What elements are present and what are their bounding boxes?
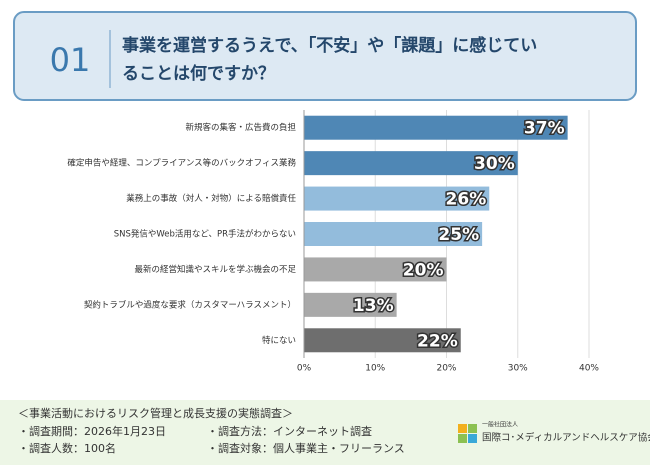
category-label: 新規客の集客・広告費の負担 xyxy=(185,122,296,133)
category-label: 最新の経営知識やスキルを学ぶ機会の不足 xyxy=(134,264,296,275)
logo-icon xyxy=(458,424,477,443)
question-title: ることは何ですか？ xyxy=(122,63,275,84)
value-label: 13% xyxy=(353,296,394,316)
x-tick-label: 30% xyxy=(508,364,528,374)
org-type: 一般社団法人 xyxy=(482,421,518,429)
bar xyxy=(304,222,483,246)
x-tick-label: 40% xyxy=(579,364,599,374)
bar xyxy=(304,257,447,282)
question-title: 事業を運営するうえで、「不安」や「課題」に感じてい xyxy=(122,35,537,56)
bar xyxy=(304,115,568,140)
header-box xyxy=(13,11,637,101)
survey-period: ・調査期間：2026年1月23日 xyxy=(18,424,166,438)
footer-bg xyxy=(0,400,650,465)
bar xyxy=(304,292,397,317)
value-label: 25% xyxy=(438,225,479,245)
survey-target: ・調査対象：個人事業主・フリーランス xyxy=(207,441,405,455)
category-label: 特にない xyxy=(262,335,296,346)
category-label: 業務上の事故（対人・対物）による賠償責任 xyxy=(126,193,296,204)
category-label: 確定申告や経理、コンプライアンス等のバックオフィス業務 xyxy=(67,158,296,169)
bar xyxy=(304,328,461,353)
survey-title: ＜事業活動におけるリスク管理と成長支援の実態調査＞ xyxy=(18,406,293,420)
org-name: 国際コ･メディカルアンドヘルスケア協会 xyxy=(482,432,650,444)
value-label: 20% xyxy=(403,260,444,280)
x-tick-label: 20% xyxy=(436,364,456,374)
x-tick-label: 0% xyxy=(297,364,312,374)
x-tick-label: 10% xyxy=(365,364,385,374)
survey-count: ・調査人数：100名 xyxy=(18,441,116,455)
value-label: 37% xyxy=(524,119,565,139)
category-label: SNS発信やWeb活用など、PR手法がわからない xyxy=(114,229,296,240)
bar xyxy=(304,151,518,176)
question-number: 01 xyxy=(50,41,91,79)
value-label: 22% xyxy=(417,331,458,351)
value-label: 26% xyxy=(446,190,487,210)
value-label: 30% xyxy=(474,154,515,174)
bar xyxy=(304,186,490,211)
survey-method: ・調査方法：インターネット調査 xyxy=(207,424,372,438)
category-label: 契約トラブルや過度な要求（カスタマーハラスメント） xyxy=(84,299,296,310)
chart: 0% 10% 20% 30% 40% 新規客の集客・広告費の負担 37% 確定申告や経理、コン… xyxy=(67,110,599,374)
